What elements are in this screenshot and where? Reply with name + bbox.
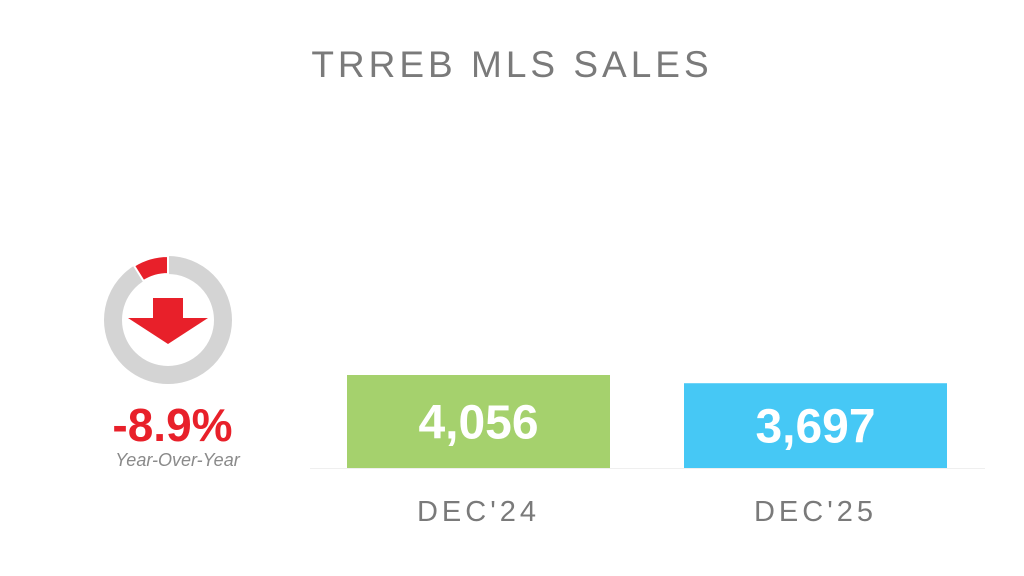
bar-value-label: 4,056 — [418, 397, 538, 450]
change-ring-segment — [132, 254, 169, 283]
bar-dec25 — [684, 383, 947, 468]
arrow-down-icon — [128, 298, 208, 344]
bar-value-label: 3,697 — [755, 401, 875, 454]
yoy-change-caption: Year-Over-Year — [115, 450, 240, 470]
x-tick-label: DEC'24 — [417, 496, 540, 528]
bar-dec24 — [347, 375, 610, 468]
chart-title: TRREB MLS SALES — [311, 44, 713, 85]
x-tick-label: DEC'25 — [754, 496, 877, 528]
yoy-change-value: -8.9% — [112, 399, 233, 451]
